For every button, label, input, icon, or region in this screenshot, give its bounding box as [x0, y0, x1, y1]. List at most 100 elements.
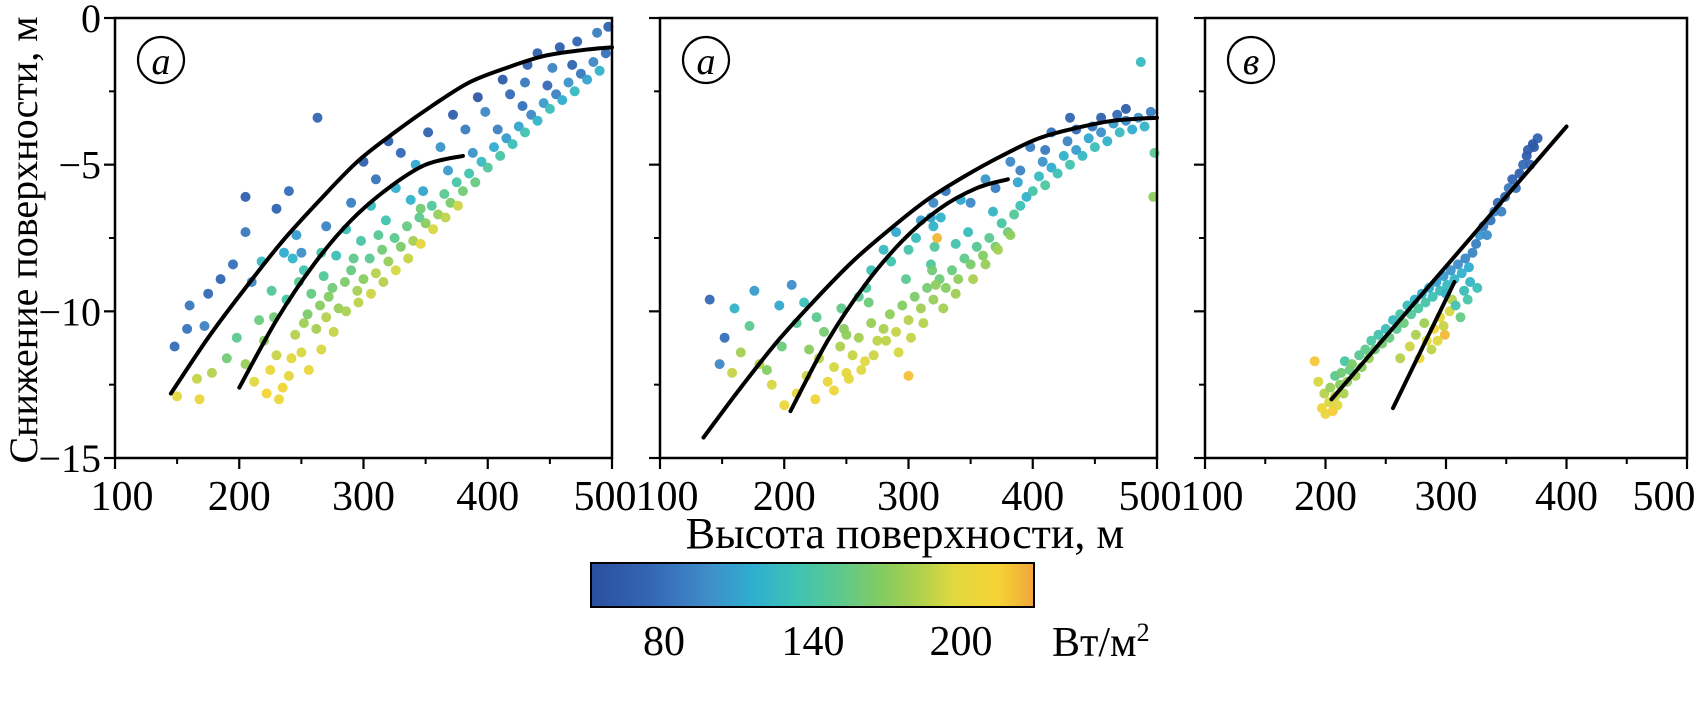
scatter-point: [271, 350, 282, 361]
scatter-point: [448, 109, 458, 120]
scatter-point: [1102, 136, 1113, 147]
scatter-point: [221, 353, 232, 364]
scatter-point: [929, 241, 940, 252]
scatter-point: [1058, 150, 1069, 161]
scatter-point: [1496, 206, 1507, 217]
scatter-point: [1426, 344, 1437, 355]
scatter-point: [366, 288, 376, 299]
scatter-point: [714, 359, 725, 370]
scatter-point: [853, 332, 864, 343]
scatter-point: [866, 318, 877, 329]
scatter-point: [1482, 230, 1492, 241]
scatter-point: [1012, 177, 1023, 188]
panel-label: а: [697, 41, 716, 83]
scatter-point: [271, 203, 282, 214]
y-tick-label: 0: [81, 0, 101, 41]
scatter-point: [1507, 174, 1518, 185]
scatter-point: [380, 215, 391, 226]
scatter-point: [423, 127, 434, 138]
scatter-point: [729, 303, 740, 314]
scatter-point: [265, 365, 276, 375]
scatter-point: [492, 124, 503, 135]
scatter-point: [331, 250, 342, 261]
scatter-point: [903, 315, 914, 326]
scatter-point: [786, 279, 797, 290]
scatter-point: [283, 186, 294, 197]
x-tick-label: 400: [456, 474, 519, 520]
x-axis-title: Высота поверхности, м: [685, 509, 1125, 558]
scatter-point: [403, 253, 414, 264]
scatter-point: [480, 106, 491, 117]
scatter-point: [749, 285, 760, 296]
scatter-point: [600, 48, 611, 59]
scatter-point: [520, 77, 530, 88]
scatter-point: [274, 394, 284, 405]
scatter-point: [254, 315, 265, 326]
scatter-point: [1040, 145, 1051, 155]
scatter-point: [829, 385, 839, 396]
scatter-point: [228, 259, 238, 270]
panel-border: [1203, 16, 1689, 460]
scatter-point: [1037, 156, 1048, 167]
scatter-point: [231, 332, 242, 343]
scatter-point: [557, 95, 568, 106]
scatter-point: [1439, 329, 1450, 340]
scatter-point: [303, 365, 314, 375]
scatter-point: [1395, 353, 1406, 364]
scatter-point: [279, 247, 289, 258]
fit-curve: [788, 177, 1010, 414]
y-axis-title: Снижение поверхности, м: [1, 16, 46, 464]
scatter-point: [927, 265, 938, 276]
scatter-point: [547, 62, 558, 73]
scatter-point: [1096, 112, 1107, 123]
scatter-point: [897, 300, 908, 311]
scatter-point: [460, 124, 471, 135]
scatter-point: [389, 233, 400, 243]
scatter-point: [476, 156, 487, 167]
scatter-point: [1445, 265, 1456, 276]
scatter-point: [457, 186, 468, 197]
colorbar-unit-base: Вт/м: [1052, 620, 1137, 666]
scatter-point: [893, 347, 904, 358]
scatter-point: [390, 265, 401, 276]
scatter-point: [182, 323, 193, 334]
scatter-point: [963, 227, 974, 238]
scatter-point: [1332, 400, 1343, 411]
scatter-point: [891, 326, 902, 337]
panel-2: 100 200 300 400 500 а: [636, 16, 1182, 520]
scatter-point: [980, 174, 991, 185]
scatter-point: [277, 382, 288, 393]
scatter-point: [1462, 294, 1473, 305]
scatter-point: [984, 233, 995, 243]
scatter-point: [306, 288, 317, 299]
scatter-point: [1145, 106, 1156, 117]
x-tick-label: 200: [208, 474, 271, 520]
fit-curve: [168, 45, 614, 396]
scatter-point: [378, 277, 389, 287]
scatter-point: [520, 127, 530, 138]
scatter-point: [467, 147, 478, 158]
scatter-point: [290, 329, 301, 340]
scatter-point: [1465, 277, 1476, 287]
scatter-point: [1449, 274, 1460, 285]
scatter-point: [507, 139, 518, 150]
scatter-point: [990, 183, 1001, 194]
scatter-point: [592, 27, 603, 38]
scatter-point: [911, 233, 921, 243]
scatter-point: [408, 235, 419, 246]
x-tick-label: 300: [877, 474, 940, 520]
scatter-point: [1127, 124, 1138, 135]
panel-label-circle: [136, 35, 186, 85]
scatter-point: [766, 379, 777, 390]
scatter-point: [1114, 127, 1125, 138]
scatter-point: [928, 294, 939, 305]
scatter-point: [811, 312, 822, 323]
scatter-point: [240, 227, 251, 238]
scatter-point: [988, 206, 998, 217]
scatter-point: [940, 282, 951, 293]
scatter-point: [1112, 109, 1123, 120]
scatter-point: [1467, 247, 1478, 258]
x-tick-label: 100: [636, 474, 699, 520]
scatter-point: [950, 288, 961, 299]
scatter-point: [1027, 186, 1038, 197]
